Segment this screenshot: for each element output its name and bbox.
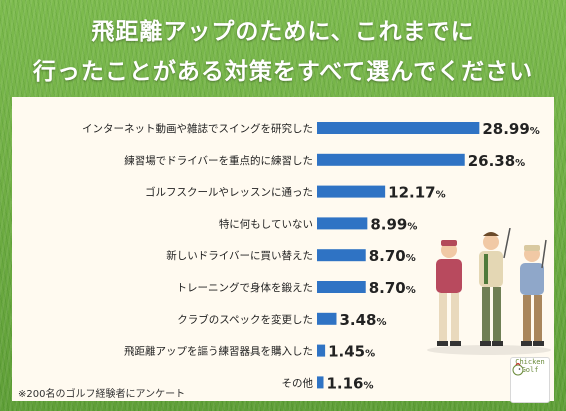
- bar: [317, 217, 368, 230]
- bar: [317, 344, 326, 357]
- bar: [317, 312, 337, 325]
- bar: [317, 185, 386, 198]
- category-label: ゴルフスクールやレッスンに通った: [145, 186, 313, 199]
- category-label: クラブのスペックを変更した: [177, 313, 313, 326]
- bar: [317, 249, 366, 262]
- chart-panel: [12, 97, 554, 401]
- bar: [317, 153, 465, 166]
- bar: [317, 376, 324, 389]
- value-label: 8.99%: [370, 215, 417, 233]
- logo-line-2: Golf: [521, 366, 539, 374]
- category-label: 練習場でドライバーを重点的に練習した: [124, 154, 313, 167]
- title-line-2: 行ったことがある対策をすべて選んでください: [32, 59, 534, 85]
- value-label: 8.70%: [369, 279, 416, 297]
- golfers-illustration-icon: [427, 228, 551, 355]
- bar: [317, 122, 480, 134]
- value-label: 1.45%: [328, 343, 375, 361]
- survey-note: ※200名のゴルフ経験者にアンケート: [18, 389, 186, 400]
- category-label: インターネット動画や雑誌でスイングを研究した: [82, 122, 313, 135]
- value-label: 1.16%: [326, 374, 373, 392]
- chicken-golf-logo: Chicken Golf: [510, 357, 550, 403]
- value-label: 8.70%: [369, 247, 416, 265]
- value-label: 26.38%: [468, 152, 525, 170]
- value-label: 3.48%: [339, 311, 386, 329]
- category-label: トレーニングで身体を鍛えた: [177, 281, 314, 294]
- category-label: その他: [282, 376, 314, 389]
- category-label: 飛距離アップを謳う練習器具を購入した: [124, 345, 313, 358]
- value-label: 28.99%: [482, 120, 539, 138]
- category-label: 特に何もしていない: [219, 217, 313, 230]
- title-line-1: 飛距離アップのために、これまでに: [91, 19, 475, 45]
- logo-line-1: Chicken: [515, 358, 545, 366]
- chicken-icon: [512, 362, 524, 376]
- category-label: 新しいドライバーに買い替えた: [166, 249, 313, 262]
- bar: [317, 281, 366, 293]
- value-label: 12.17%: [388, 184, 445, 202]
